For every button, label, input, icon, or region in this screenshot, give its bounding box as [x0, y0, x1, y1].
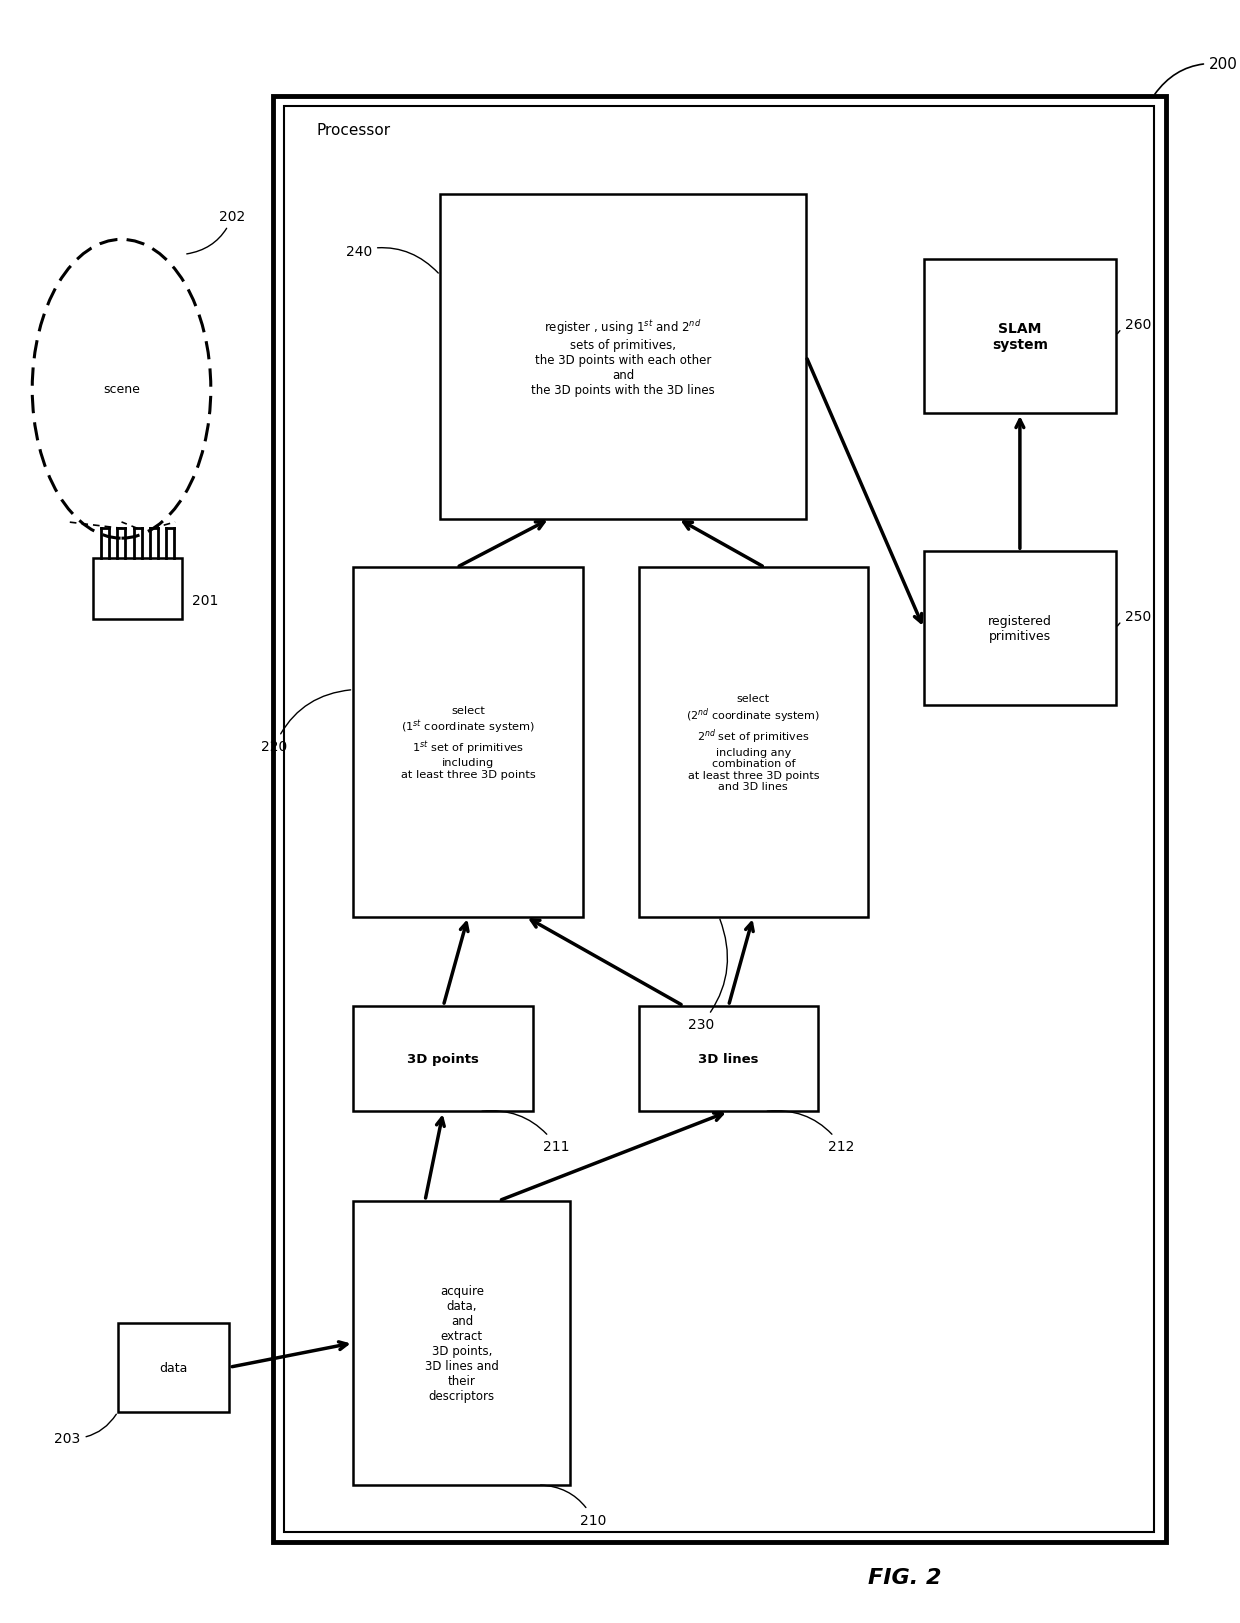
Text: scene: scene [103, 383, 140, 396]
Text: SLAM
system: SLAM system [992, 321, 1048, 352]
Text: 203: 203 [55, 1414, 117, 1446]
FancyBboxPatch shape [924, 260, 1116, 414]
Text: 240: 240 [346, 245, 438, 274]
Text: Processor: Processor [316, 123, 391, 138]
Text: 250: 250 [1117, 610, 1151, 626]
Text: select
(2$^{nd}$ coordinate system)
2$^{nd}$ set of primitives
including any
com: select (2$^{nd}$ coordinate system) 2$^{… [686, 693, 821, 792]
Text: register , using 1$^{st}$ and 2$^{nd}$
sets of primitives,
the 3D points with ea: register , using 1$^{st}$ and 2$^{nd}$ s… [531, 318, 715, 396]
Text: 202: 202 [187, 209, 246, 255]
Text: 260: 260 [1117, 318, 1151, 334]
Text: 3D lines: 3D lines [698, 1052, 759, 1066]
Text: 200: 200 [1154, 57, 1238, 96]
FancyBboxPatch shape [118, 1323, 229, 1412]
Text: 212: 212 [768, 1112, 854, 1154]
FancyBboxPatch shape [93, 558, 182, 620]
Text: 3D points: 3D points [408, 1052, 479, 1066]
Text: acquire
data,
and
extract
3D points,
3D lines and
their
descriptors: acquire data, and extract 3D points, 3D … [425, 1284, 498, 1402]
FancyBboxPatch shape [353, 1006, 533, 1112]
Text: 201: 201 [192, 594, 218, 607]
FancyBboxPatch shape [353, 1201, 570, 1485]
Text: 220: 220 [262, 690, 351, 753]
FancyBboxPatch shape [273, 97, 1166, 1542]
Text: 211: 211 [482, 1112, 569, 1154]
FancyBboxPatch shape [639, 568, 868, 917]
FancyBboxPatch shape [639, 1006, 818, 1112]
FancyBboxPatch shape [924, 552, 1116, 706]
FancyBboxPatch shape [353, 568, 583, 917]
Text: FIG. 2: FIG. 2 [868, 1568, 942, 1587]
FancyBboxPatch shape [284, 107, 1154, 1532]
Text: registered
primitives: registered primitives [988, 615, 1052, 643]
Text: 230: 230 [688, 920, 728, 1032]
Text: data: data [160, 1360, 187, 1375]
Text: select
(1$^{st}$ coordinate system)
1$^{st}$ set of primitives
including
at leas: select (1$^{st}$ coordinate system) 1$^{… [401, 706, 536, 779]
Text: 210: 210 [541, 1485, 606, 1527]
FancyBboxPatch shape [440, 195, 806, 519]
